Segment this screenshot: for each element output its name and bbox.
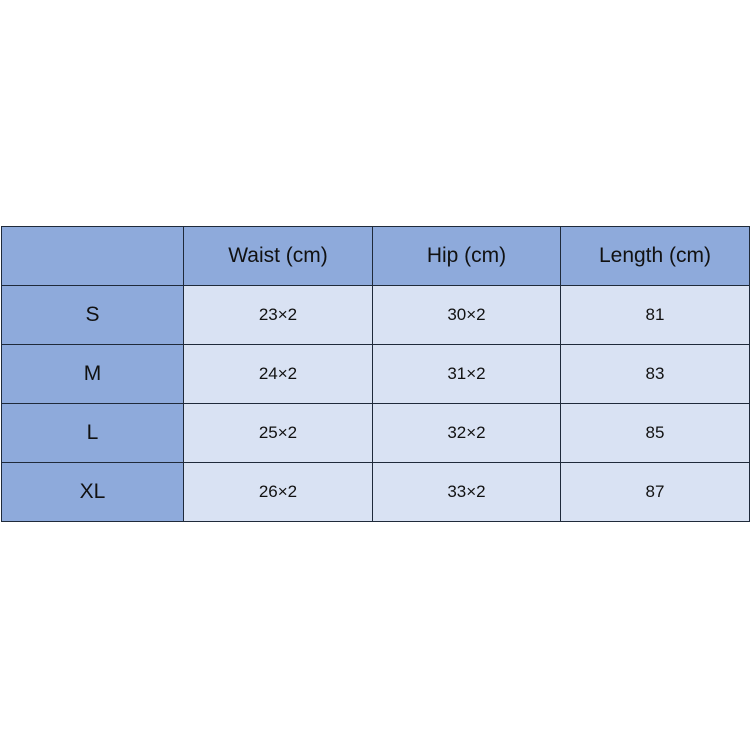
size-cell: L bbox=[1, 403, 184, 463]
size-chart-table: Waist (cm) Hip (cm) Length (cm) S 23×2 3… bbox=[1, 226, 750, 522]
table-row: S 23×2 30×2 81 bbox=[1, 285, 750, 345]
length-cell: 87 bbox=[560, 462, 750, 522]
waist-cell: 26×2 bbox=[183, 462, 373, 522]
waist-cell: 24×2 bbox=[183, 344, 373, 404]
hip-cell: 32×2 bbox=[372, 403, 561, 463]
length-cell: 85 bbox=[560, 403, 750, 463]
hip-cell: 30×2 bbox=[372, 285, 561, 345]
header-row: Waist (cm) Hip (cm) Length (cm) bbox=[1, 226, 750, 286]
header-hip: Hip (cm) bbox=[372, 226, 561, 286]
size-cell: S bbox=[1, 285, 184, 345]
waist-cell: 23×2 bbox=[183, 285, 373, 345]
table-row: L 25×2 32×2 85 bbox=[1, 403, 750, 463]
waist-cell: 25×2 bbox=[183, 403, 373, 463]
table-row: XL 26×2 33×2 87 bbox=[1, 462, 750, 522]
length-cell: 83 bbox=[560, 344, 750, 404]
table-row: M 24×2 31×2 83 bbox=[1, 344, 750, 404]
corner-cell bbox=[1, 226, 184, 286]
header-length: Length (cm) bbox=[560, 226, 750, 286]
header-waist: Waist (cm) bbox=[183, 226, 373, 286]
hip-cell: 31×2 bbox=[372, 344, 561, 404]
size-cell: M bbox=[1, 344, 184, 404]
length-cell: 81 bbox=[560, 285, 750, 345]
hip-cell: 33×2 bbox=[372, 462, 561, 522]
size-cell: XL bbox=[1, 462, 184, 522]
